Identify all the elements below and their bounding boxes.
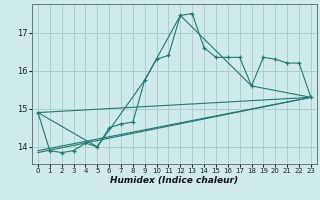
X-axis label: Humidex (Indice chaleur): Humidex (Indice chaleur) (110, 176, 238, 185)
